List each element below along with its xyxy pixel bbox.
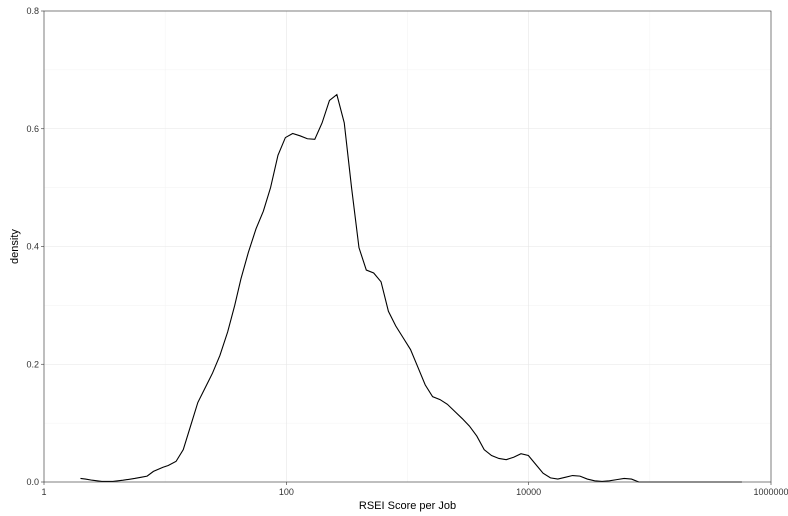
density-line-group <box>80 93 742 483</box>
tick-labels: 1 100 10000 1000000 0.0 0.2 0.4 0.6 0.8 <box>26 6 788 497</box>
grid-lines <box>43 10 772 483</box>
x-tick-label: 1000000 <box>753 487 788 497</box>
y-tick-label: 0.4 <box>26 242 39 252</box>
x-axis-title: RSEI Score per Job <box>359 500 456 512</box>
y-tick-label: 0.0 <box>26 477 39 487</box>
y-tick-label: 0.8 <box>26 6 39 16</box>
x-tick-label: 100 <box>279 487 294 497</box>
x-tick-label: 1 <box>41 487 46 497</box>
x-tick-label: 10000 <box>516 487 541 497</box>
y-tick-label: 0.2 <box>26 359 39 369</box>
y-tick-label: 0.6 <box>26 124 39 134</box>
y-axis-title: density <box>9 229 21 264</box>
axis-ticks <box>41 10 772 485</box>
density-curve <box>80 93 742 483</box>
